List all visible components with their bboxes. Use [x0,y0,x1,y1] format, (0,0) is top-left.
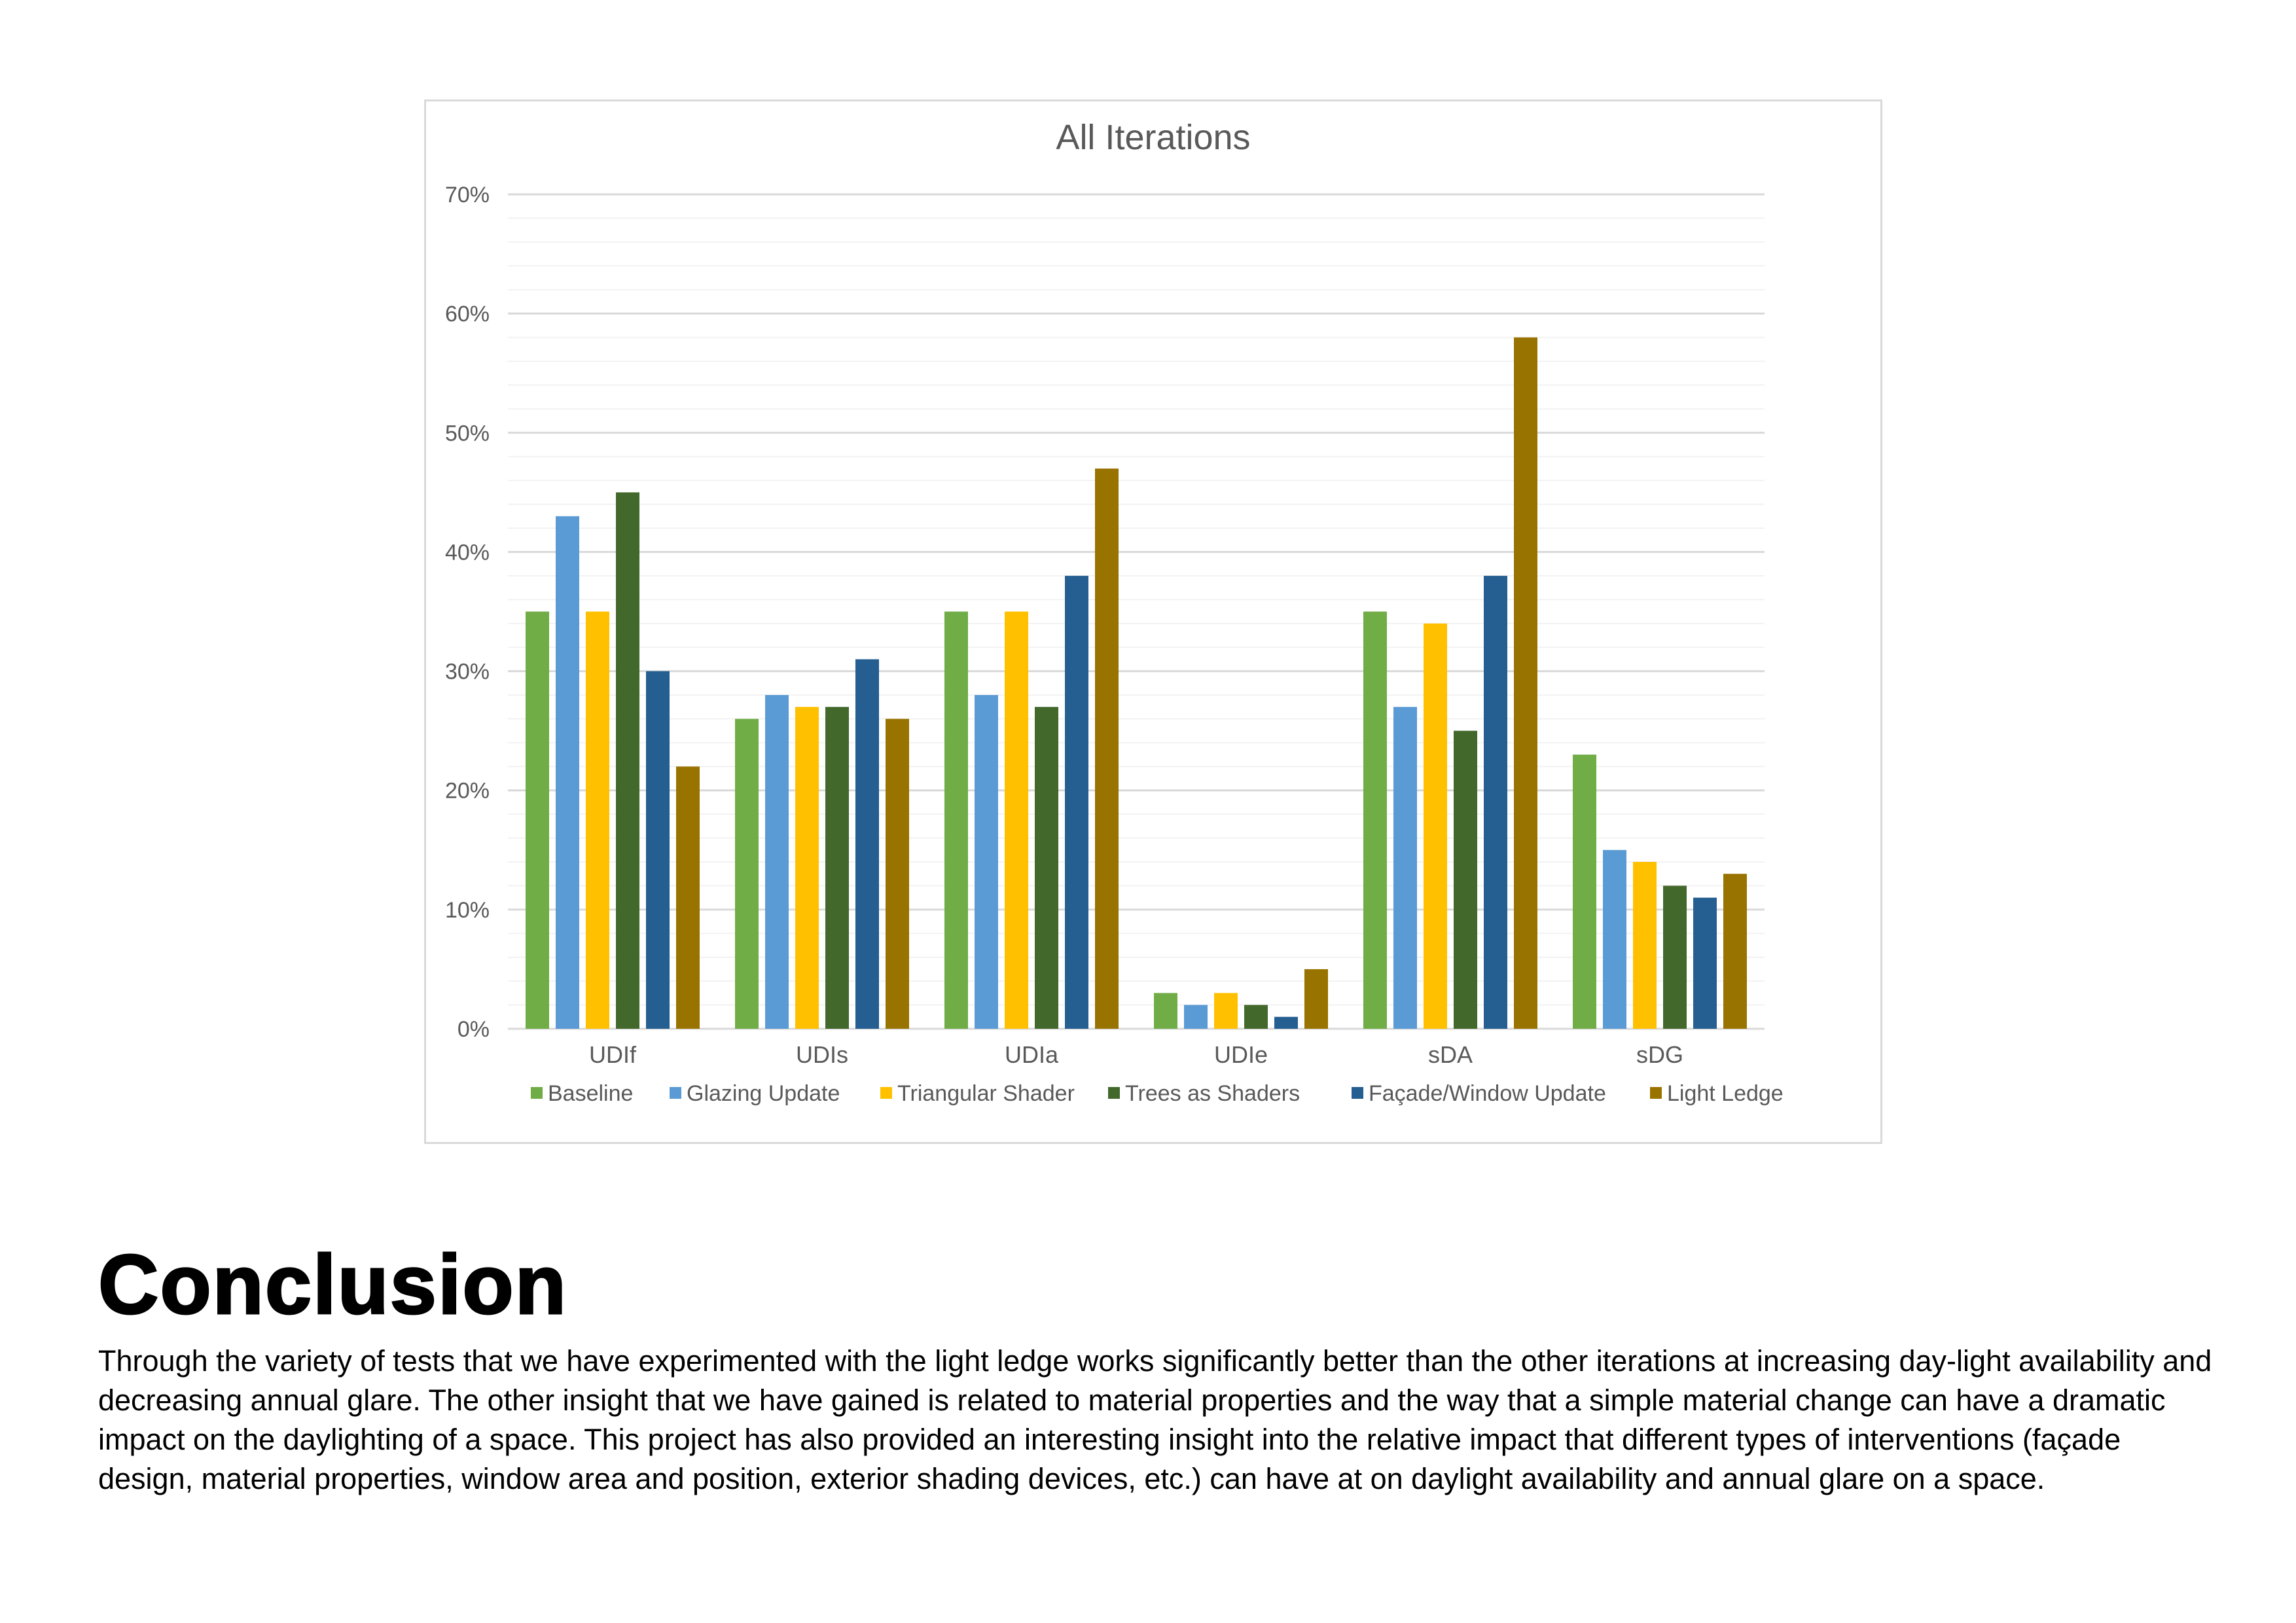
legend-label: Façade/Window Update [1369,1081,1606,1106]
legend-swatch [880,1087,892,1099]
bar [1514,337,1537,1029]
bar [1244,1005,1268,1029]
legend-label: Glazing Update [687,1081,840,1106]
bar [1633,862,1657,1029]
bar [825,707,849,1029]
x-tick-label: UDIs [796,1041,848,1068]
legend-label: Baseline [548,1081,633,1106]
y-tick-label: 20% [445,779,490,804]
bar [646,671,670,1029]
bar [886,719,909,1029]
bar [1274,1016,1298,1029]
bar [855,659,879,1029]
bar [735,719,759,1029]
legend-swatch [1352,1087,1363,1099]
bar [1603,849,1626,1029]
bar [1095,468,1119,1029]
bar [526,611,549,1029]
conclusion-heading: Conclusion [98,1238,567,1332]
x-tick-label: sDA [1428,1041,1473,1068]
bar [795,707,819,1029]
bar [556,516,579,1029]
legend-swatch [670,1087,681,1099]
y-tick-label: 10% [445,898,490,923]
bar [1424,623,1447,1029]
bar [1573,755,1596,1029]
bar [765,695,789,1029]
x-tick-label: sDG [1636,1041,1683,1068]
bar [1484,575,1507,1029]
bar [1663,885,1687,1029]
bar [616,492,639,1029]
bar [1005,611,1028,1029]
bar [1304,969,1328,1029]
bar [1065,575,1088,1029]
bar [1363,611,1387,1029]
conclusion-body: Through the variety of tests that we hav… [98,1344,2212,1495]
y-tick-label: 50% [445,421,490,446]
y-tick-label: 70% [445,183,490,207]
bar [676,766,700,1029]
x-tick-label: UDIa [1005,1041,1059,1068]
x-tick-label: UDIe [1214,1041,1268,1068]
bar [586,611,609,1029]
legend-label: Light Ledge [1667,1081,1784,1106]
bar [975,695,998,1029]
bar [1154,993,1177,1029]
bar [1214,993,1238,1029]
chart-container: All Iterations 0% 10% 20% 30% 40% 50% 60% 70% UDI… [424,99,1882,1144]
bar [1184,1005,1208,1029]
x-tick-label: UDIf [589,1041,637,1068]
legend-label: Triangular Shader [897,1081,1075,1106]
legend-swatch [1108,1087,1120,1099]
legend-swatch [531,1087,543,1099]
bar [1454,730,1477,1029]
legend-swatch [1650,1087,1662,1099]
bar-chart: All Iterations 0% 10% 20% 30% 40% 50% 60% 70% UDI… [445,118,1784,1106]
chart-title: All Iterations [1056,118,1250,157]
y-tick-label: 40% [445,540,490,565]
legend-label: Trees as Shaders [1125,1081,1300,1106]
y-tick-label: 60% [445,302,490,327]
y-tick-label: 30% [445,660,490,685]
bar [1035,707,1058,1029]
bar [1723,874,1747,1029]
bar [944,611,968,1029]
bar [1693,897,1717,1029]
y-tick-label: 0% [457,1017,490,1042]
bar [1393,707,1417,1029]
